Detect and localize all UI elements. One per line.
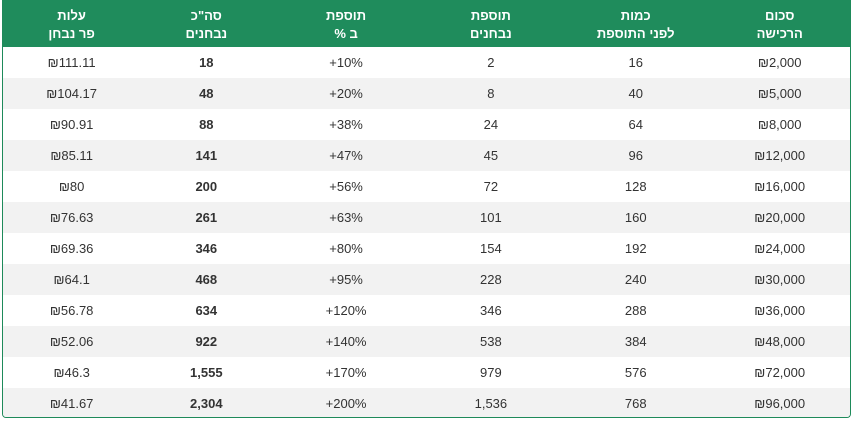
cell-cost-per-examinee: ₪52.06: [49, 334, 94, 349]
cell-total-examinees: 922: [195, 334, 218, 349]
cell-added-percent: +140%: [325, 334, 367, 349]
cell-total-examinees: 88: [199, 117, 214, 132]
cell-base-quantity: 384: [624, 334, 647, 349]
cell-cost-per-examinee: ₪69.36: [49, 241, 94, 256]
cell-cost-per-examinee: ₪90.91: [49, 117, 94, 132]
cell-base-quantity: 768: [624, 396, 647, 411]
cell-total-examinees: 141: [195, 148, 218, 163]
cell-cost-per-examinee: ₪46.3: [53, 365, 90, 380]
cell-added-percent: +200%: [325, 396, 367, 411]
cell-added-examinees: 1,536: [474, 396, 508, 411]
header-total-examinees: סה"כ נבחנים: [185, 7, 228, 41]
cell-total-examinees: 468: [195, 272, 218, 287]
cell-cost-per-examinee: ₪56.78: [49, 303, 94, 318]
cell-purchase-amount: ₪48,000: [754, 334, 806, 349]
table-row: ₪48,000 384 538 +140% 922 ₪52.06: [3, 326, 850, 357]
cell-base-quantity: 64: [628, 117, 643, 132]
cell-added-percent: +120%: [325, 303, 367, 318]
cell-purchase-amount: ₪30,000: [754, 272, 806, 287]
cell-added-examinees: 979: [480, 365, 502, 380]
cell-added-percent: +47%: [329, 148, 363, 163]
cell-purchase-amount: ₪8,000: [757, 117, 802, 132]
cell-added-percent: +20%: [329, 86, 363, 101]
cell-base-quantity: 576: [624, 365, 647, 380]
cell-purchase-amount: ₪20,000: [754, 210, 806, 225]
cell-base-quantity: 16: [628, 55, 643, 70]
cell-total-examinees: 18: [199, 55, 214, 70]
cell-base-quantity: 96: [628, 148, 643, 163]
table-row: ₪12,000 96 45 +47% 141 ₪85.11: [3, 140, 850, 171]
table-header-row: סכום הרכישה כמות לפני התוספת תוספת נבחנים ת…: [3, 0, 850, 47]
cell-base-quantity: 288: [624, 303, 647, 318]
cell-base-quantity: 240: [624, 272, 647, 287]
cell-total-examinees: 346: [195, 241, 218, 256]
cell-total-examinees: 1,555: [190, 365, 223, 380]
cell-added-percent: +56%: [329, 179, 363, 194]
cell-total-examinees: 200: [195, 179, 218, 194]
header-added-percent: תוספת ב %: [326, 7, 367, 41]
cell-purchase-amount: ₪5,000: [757, 86, 802, 101]
cell-added-percent: +10%: [329, 55, 363, 70]
cell-cost-per-examinee: ₪111.11: [47, 55, 96, 70]
cell-purchase-amount: ₪16,000: [754, 179, 806, 194]
table-row: ₪16,000 128 72 +56% 200 ₪80: [3, 171, 850, 202]
cell-cost-per-examinee: ₪64.1: [53, 272, 90, 287]
table-row: ₪72,000 576 979 +170% 1,555 ₪46.3: [3, 357, 850, 388]
cell-purchase-amount: ₪2,000: [757, 55, 802, 70]
cell-base-quantity: 40: [628, 86, 643, 101]
cell-added-examinees: 154: [480, 241, 502, 256]
cell-base-quantity: 160: [624, 210, 647, 225]
cell-purchase-amount: ₪12,000: [754, 148, 806, 163]
cell-added-examinees: 72: [483, 179, 499, 194]
table-row: ₪30,000 240 228 +95% 468 ₪64.1: [3, 264, 850, 295]
cell-added-examinees: 346: [480, 303, 502, 318]
cell-total-examinees: 48: [199, 86, 214, 101]
cell-total-examinees: 2,304: [190, 396, 223, 411]
cell-cost-per-examinee: ₪41.67: [49, 396, 94, 411]
table-row: ₪8,000 64 24 +38% 88 ₪90.91: [3, 109, 850, 140]
cell-base-quantity: 128: [624, 179, 647, 194]
table-row: ₪96,000 768 1,536 +200% 2,304 ₪41.67: [3, 388, 850, 417]
cell-added-examinees: 8: [487, 86, 495, 101]
cell-added-percent: +63%: [329, 210, 363, 225]
pricing-table: סכום הרכישה כמות לפני התוספת תוספת נבחנים ת…: [3, 0, 850, 417]
header-purchase-amount: סכום הרכישה: [756, 7, 803, 41]
header-base-quantity: כמות לפני התוספת: [596, 7, 675, 41]
header-added-examinees: תוספת נבחנים: [470, 7, 512, 41]
cell-purchase-amount: ₪72,000: [754, 365, 806, 380]
cell-purchase-amount: ₪24,000: [754, 241, 806, 256]
header-cost-per-examinee: עלות פר נבחן: [48, 7, 95, 41]
cell-added-examinees: 101: [480, 210, 502, 225]
table-row: ₪2,000 16 2 +10% 18 ₪111.11: [3, 47, 850, 78]
cell-added-examinees: 24: [483, 117, 499, 132]
cell-added-examinees: 538: [480, 334, 502, 349]
cell-purchase-amount: ₪96,000: [754, 396, 806, 411]
cell-added-percent: +170%: [325, 365, 367, 380]
cell-added-percent: +38%: [329, 117, 363, 132]
cell-purchase-amount: ₪36,000: [754, 303, 806, 318]
table-row: ₪24,000 192 154 +80% 346 ₪69.36: [3, 233, 850, 264]
cell-total-examinees: 634: [195, 303, 218, 318]
cell-added-examinees: 228: [480, 272, 502, 287]
table-row: ₪5,000 40 8 +20% 48 ₪104.17: [3, 78, 850, 109]
cell-cost-per-examinee: ₪76.63: [49, 210, 94, 225]
table-row: ₪20,000 160 101 +63% 261 ₪76.63: [3, 202, 850, 233]
cell-cost-per-examinee: ₪85.11: [50, 148, 93, 163]
cell-added-percent: +80%: [329, 241, 363, 256]
table-row: ₪36,000 288 346 +120% 634 ₪56.78: [3, 295, 850, 326]
cell-added-examinees: 2: [487, 55, 495, 70]
cell-added-examinees: 45: [483, 148, 499, 163]
cell-total-examinees: 261: [195, 210, 218, 225]
cell-cost-per-examinee: ₪80: [58, 179, 85, 194]
cell-added-percent: +95%: [329, 272, 363, 287]
cell-cost-per-examinee: ₪104.17: [46, 86, 98, 101]
cell-base-quantity: 192: [624, 241, 647, 256]
